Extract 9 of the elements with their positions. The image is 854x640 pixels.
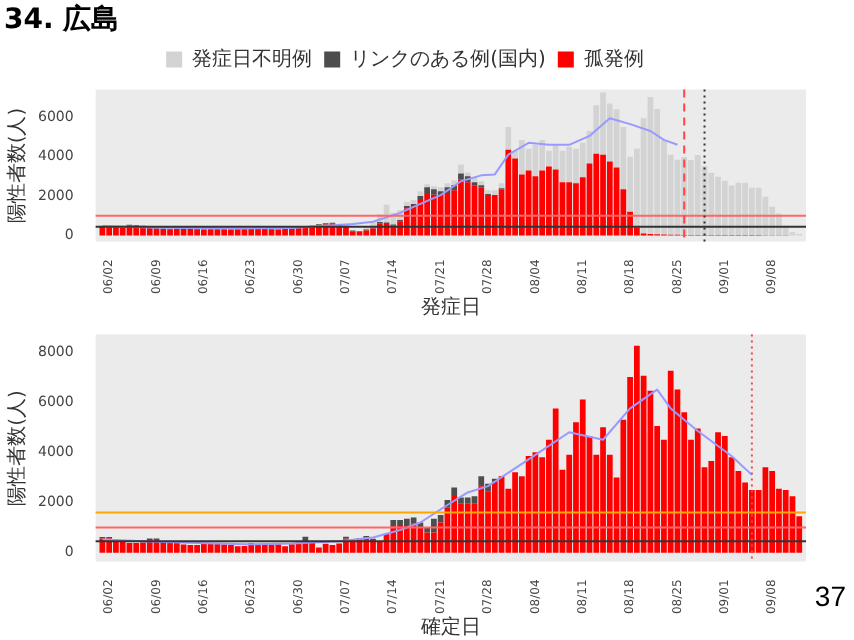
legend-label: 孤発例 — [583, 46, 644, 71]
x-axis-title: 確定日 — [418, 615, 481, 640]
y-axis-title: 陽性者数(人) — [5, 389, 30, 506]
text: 37 — [814, 580, 846, 612]
x-axis-title: 発症日 — [420, 295, 481, 320]
chart-title: 34. 広島 — [4, 2, 120, 37]
legend-label: 発症日不明例 — [192, 46, 313, 71]
legend-label: リンクのある例(国内) — [350, 46, 546, 71]
y-axis-title: 陽性者数(人) — [5, 107, 30, 224]
